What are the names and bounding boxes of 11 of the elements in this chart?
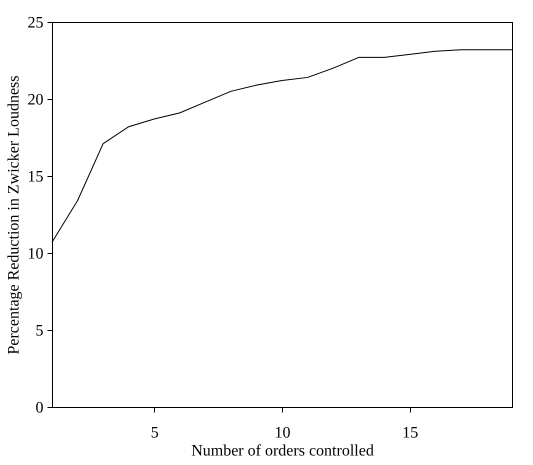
x-tick-label: 5 xyxy=(150,424,159,442)
y-tick-label: 5 xyxy=(36,322,44,340)
x-tick-label: 10 xyxy=(274,424,290,442)
y-tick-label: 0 xyxy=(36,400,44,416)
y-tick-label: 15 xyxy=(28,168,44,186)
y-tick-label: 10 xyxy=(28,246,44,262)
y-axis-title: Percentage Reduction in Zwicker Loudness xyxy=(6,75,22,355)
x-axis-title: Number of orders controlled xyxy=(191,442,374,460)
y-tick-label: 25 xyxy=(28,14,44,32)
y-tick-label: 20 xyxy=(28,92,44,108)
x-tick-label: 15 xyxy=(402,424,418,442)
